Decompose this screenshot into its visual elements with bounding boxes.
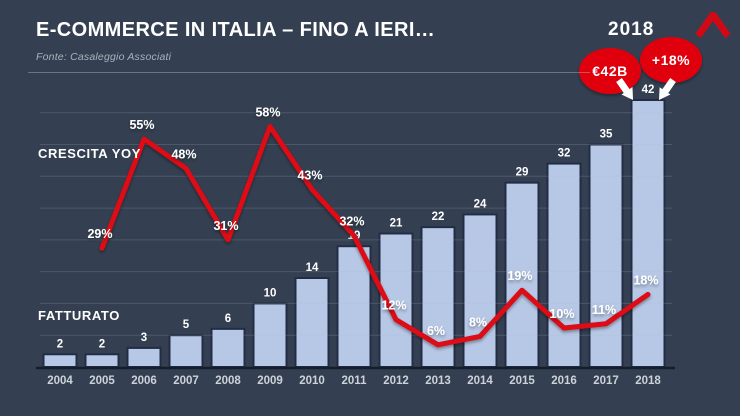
growth-point-label: 43% <box>297 168 322 182</box>
arrow-head-left <box>621 87 633 100</box>
bar-value-label: 3 <box>141 332 147 344</box>
bar-2010 <box>294 277 330 369</box>
bar-value-label: 32 <box>558 148 571 160</box>
header-divider <box>28 72 590 73</box>
growth-point-label: 55% <box>129 118 154 132</box>
bar-2018 <box>630 99 666 368</box>
bar-2017 <box>588 143 624 368</box>
growth-point-label: 31% <box>213 219 238 233</box>
growth-point-label: 58% <box>255 105 280 119</box>
bar-2014 <box>462 213 498 368</box>
year-tick-label: 2004 <box>47 375 73 387</box>
bar-value-label: 22 <box>432 211 445 223</box>
bar-value-label: 5 <box>183 319 190 331</box>
bar-2016 <box>546 162 582 368</box>
bar-value-label: 29 <box>516 167 529 179</box>
arrow-shaft-left <box>616 78 631 95</box>
year-tick-label: 2005 <box>89 375 115 387</box>
bar-value-label: 10 <box>264 287 277 299</box>
growth-point-label: 18% <box>633 273 658 287</box>
year-tick-label: 2014 <box>467 375 493 387</box>
year-tick-label: 2011 <box>342 375 368 387</box>
bar-2015 <box>504 181 540 368</box>
growth-badge-text: +18% <box>652 52 690 68</box>
bar-2007 <box>168 334 204 368</box>
arrow-head-right <box>659 87 671 100</box>
slide-title: E-COMMERCE IN ITALIA – FINO A IERI… <box>36 19 436 41</box>
arrow-shaft-right <box>661 78 676 95</box>
revenue-series-label: FATTURATO <box>38 308 120 323</box>
bar-value-label: 42 <box>642 84 655 96</box>
year-tick-label: 2007 <box>173 375 199 387</box>
bar-2008 <box>210 327 246 368</box>
growth-point-label: 19% <box>507 269 532 283</box>
growth-badge <box>640 37 702 83</box>
year-tick-label: 2009 <box>257 375 283 387</box>
year-tick-label: 2017 <box>593 375 619 387</box>
bar-value-label: 35 <box>600 129 613 141</box>
bar-value-label: 2 <box>99 338 105 350</box>
growth-point-label: 8% <box>469 315 487 329</box>
growth-point-label: 12% <box>381 299 406 313</box>
bar-value-label: 6 <box>225 313 231 325</box>
source-caption: Fonte: Casaleggio Associati <box>36 51 172 63</box>
year-tick-label: 2006 <box>131 375 157 387</box>
growth-line <box>99 123 651 348</box>
year-tick-label: 2012 <box>383 375 409 387</box>
bar-value-label: 2 <box>57 338 63 350</box>
brand-caret-logo <box>695 12 731 38</box>
revenue-badge-text: €42B <box>592 63 627 79</box>
year-tick-label: 2010 <box>299 375 325 387</box>
bar-2005 <box>84 353 120 369</box>
year-tick-label: 2008 <box>215 375 241 387</box>
growth-point-label: 10% <box>549 307 574 321</box>
growth-point-label: 6% <box>427 324 445 338</box>
growth-point-label: 29% <box>87 227 112 241</box>
bar-value-label: 21 <box>390 218 403 230</box>
bar-value-label: 24 <box>474 198 487 210</box>
bar-2004 <box>42 353 78 369</box>
year-tick-label: 2018 <box>635 375 661 387</box>
bar-value-label: 14 <box>306 262 319 274</box>
year-highlight-label: 2018 <box>608 19 655 40</box>
growth-point-label: 48% <box>171 147 196 161</box>
revenue-badge <box>579 48 641 94</box>
year-tick-label: 2013 <box>425 375 451 387</box>
bar-2006 <box>126 346 162 368</box>
growth-point-label: 32% <box>339 215 364 229</box>
year-tick-label: 2015 <box>509 375 535 387</box>
bar-2011 <box>336 245 372 368</box>
growth-point-label: 11% <box>592 303 616 317</box>
year-tick-label: 2016 <box>551 375 577 387</box>
growth-series-label: CRESCITA YOY <box>38 146 142 161</box>
